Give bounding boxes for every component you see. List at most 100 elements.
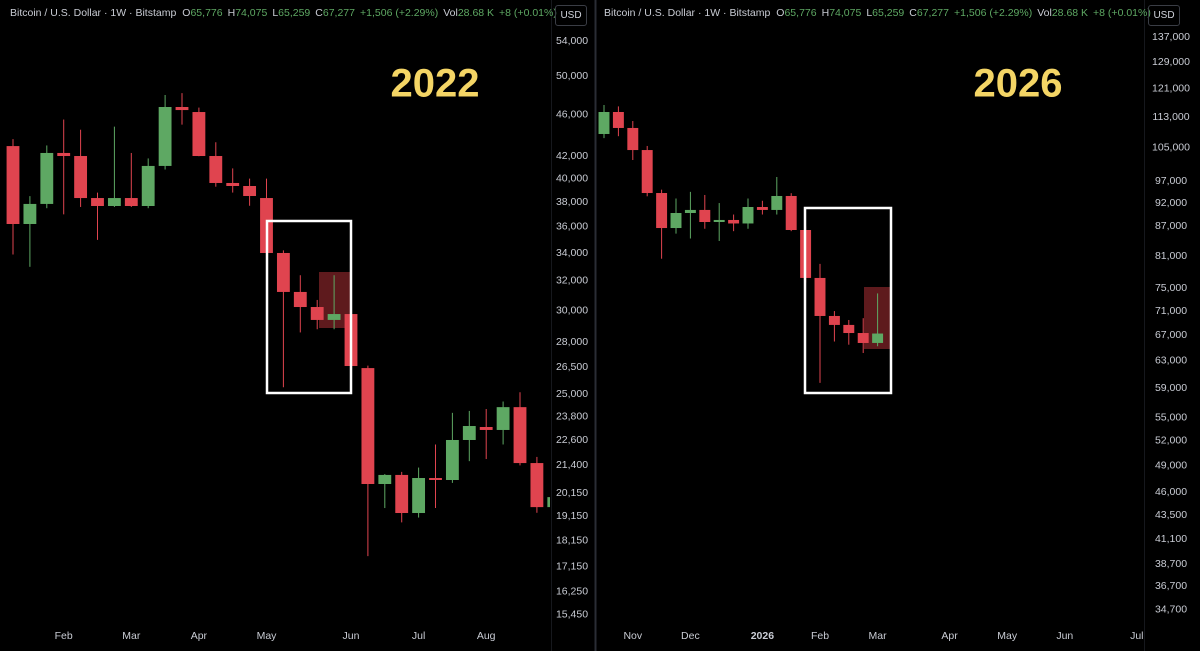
y-tick-label: 42,000 <box>556 150 588 162</box>
x-tick-label: Mar <box>869 630 888 642</box>
candle-body <box>209 156 223 183</box>
candle-body <box>462 426 476 440</box>
y-tick-label: 30,000 <box>556 304 588 316</box>
ohlc-key: O <box>776 7 785 19</box>
y-tick-label: 28,000 <box>556 336 588 348</box>
ohlc-value: 74,075 <box>829 7 862 19</box>
candle-body <box>857 333 869 343</box>
ohlc-value: 65,259 <box>872 7 905 19</box>
y-tick-label: 16,250 <box>556 585 588 597</box>
ohlc-key: O <box>182 7 191 19</box>
y-tick-label: 26,500 <box>556 361 588 373</box>
y-tick-label: 105,000 <box>1152 142 1190 154</box>
y-tick-label: 52,000 <box>1155 435 1187 447</box>
y-tick-label: 49,000 <box>1155 459 1187 471</box>
ohlc-key: H <box>821 7 830 19</box>
ohlc-value: 74,075 <box>235 7 268 19</box>
ohlc-key: C <box>315 7 323 19</box>
ohlc-value: 67,277 <box>322 7 355 19</box>
candle-body <box>684 209 696 213</box>
candle-body <box>40 152 54 204</box>
ohlc-value: 67,277 <box>916 7 949 19</box>
candle-body <box>771 195 783 210</box>
candle-body <box>612 112 624 128</box>
y-tick-label: 23,800 <box>556 410 588 422</box>
candle-body <box>785 195 797 230</box>
y-tick-label: 87,000 <box>1155 220 1187 232</box>
plot-area <box>598 105 893 395</box>
candle-body <box>124 198 138 207</box>
y-tick-label: 137,000 <box>1152 31 1190 43</box>
ohlc-key: H <box>227 7 236 19</box>
y-tick-label: 25,000 <box>556 388 588 400</box>
y-tick-label: 34,700 <box>1155 603 1187 615</box>
y-tick-label: 92,000 <box>1155 197 1187 209</box>
y-tick-label: 43,500 <box>1155 509 1187 521</box>
y-tick-label: 36,700 <box>1155 580 1187 592</box>
y-tick-label: 67,000 <box>1155 329 1187 341</box>
y-tick-label: 38,700 <box>1155 558 1187 570</box>
volume-key: Vol <box>1037 7 1052 19</box>
volume-key: Vol <box>443 7 458 19</box>
candle-body <box>276 252 290 292</box>
x-tick-label: May <box>257 630 278 642</box>
volume-change: +8 (+0.01%) <box>499 7 557 19</box>
price-change: +1,506 (+2.29%) <box>360 7 439 19</box>
candle-body <box>843 324 855 334</box>
currency-button[interactable]: USD <box>1148 5 1180 26</box>
y-tick-label: 55,000 <box>1155 411 1187 423</box>
ohlc-key: L <box>272 7 279 19</box>
candle-body <box>479 426 493 430</box>
currency-button[interactable]: USD <box>555 5 587 26</box>
y-tick-label: 36,000 <box>556 221 588 233</box>
x-tick-label: Jul <box>412 630 425 642</box>
candle-body <box>23 203 37 224</box>
x-tick-label: Feb <box>811 630 829 642</box>
candle-body <box>107 198 121 207</box>
ohlc-value: 65,259 <box>278 7 311 19</box>
x-tick-label: Feb <box>55 630 73 642</box>
y-tick-label: 113,000 <box>1152 111 1189 123</box>
y-tick-label: 121,000 <box>1152 83 1190 95</box>
y-tick-label: 59,000 <box>1155 382 1187 394</box>
x-tick-label: Aug <box>477 630 496 642</box>
annotation-box <box>265 219 353 395</box>
y-tick-label: 17,150 <box>556 561 588 573</box>
candle-body <box>310 307 324 320</box>
year-title: 2026 <box>974 62 1063 106</box>
x-tick-label: Jun <box>1056 630 1073 642</box>
ohlc-key: L <box>866 7 873 19</box>
symbol-name: Bitcoin / U.S. Dollar · 1W · Bitstamp <box>10 7 177 19</box>
symbol-name: Bitcoin / U.S. Dollar · 1W · Bitstamp <box>604 7 771 19</box>
candle-body <box>728 219 740 224</box>
price-change: +1,506 (+2.29%) <box>954 7 1033 19</box>
y-tick-label: 38,000 <box>556 196 588 208</box>
candle-body <box>872 333 884 343</box>
x-tick-label: May <box>997 630 1018 642</box>
y-tick-label: 22,600 <box>556 434 588 446</box>
candle-body <box>496 407 510 430</box>
candle-body <box>6 146 20 224</box>
x-tick-label: Jun <box>343 630 360 642</box>
x-tick-label: Apr <box>191 630 208 642</box>
y-tick-label: 15,450 <box>556 609 588 621</box>
candle-body <box>361 368 375 484</box>
candle-body <box>742 207 754 224</box>
volume-change: +8 (+0.01%) <box>1093 7 1151 19</box>
candle-body <box>627 127 639 151</box>
candle-body <box>656 193 668 229</box>
x-tick-label: Apr <box>941 630 958 642</box>
candle-body <box>293 291 307 308</box>
y-tick-label: 75,000 <box>1155 282 1187 294</box>
y-tick-label: 46,000 <box>1155 486 1187 498</box>
candle-body <box>158 107 172 166</box>
candle-body <box>327 314 341 320</box>
symbol-header: Bitcoin / U.S. Dollar · 1W · Bitstamp O 65… <box>604 7 1156 19</box>
candle-body <box>395 474 409 514</box>
x-tick-label: 2026 <box>751 630 775 642</box>
candle-body <box>243 185 257 197</box>
symbol-header: Bitcoin / U.S. Dollar · 1W · Bitstamp O 65… <box>10 7 562 19</box>
plot-area <box>6 93 550 557</box>
